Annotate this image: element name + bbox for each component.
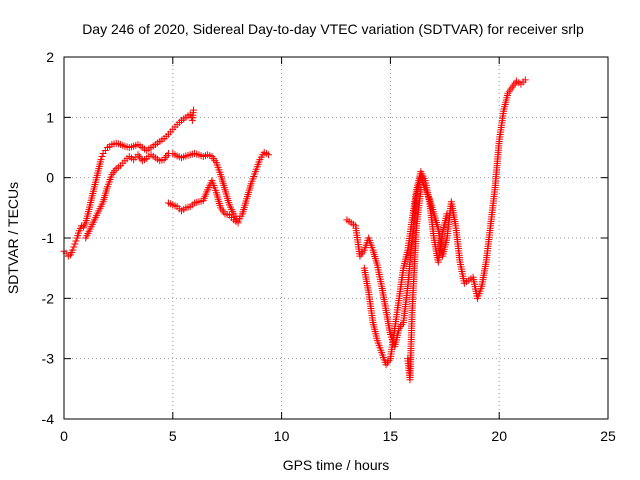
data-point-series-0	[70, 243, 78, 251]
x-axis-label: GPS time / hours	[283, 457, 390, 473]
x-tick-label: 5	[169, 428, 177, 444]
x-tick-label: 20	[491, 428, 507, 444]
y-tick-label: -2	[42, 290, 55, 306]
x-tick-label: 25	[600, 428, 616, 444]
axis-ticks: 0 5 10 15 20 25 -4 -3 -2 -1 0 1 2	[42, 49, 616, 444]
data-point-series-1	[265, 151, 273, 159]
grid-lines	[64, 57, 608, 419]
x-tick-label: 10	[274, 428, 290, 444]
data-point-series-5	[417, 186, 425, 194]
x-tick-label: 0	[60, 428, 68, 444]
data-point-series-4	[443, 210, 451, 218]
y-tick-label: 0	[46, 170, 54, 186]
y-axis-label: SDTVAR / TECUs	[5, 182, 21, 294]
data-point-series-0	[72, 237, 80, 245]
y-tick-label: -4	[42, 411, 55, 427]
y-tick-label: 2	[46, 49, 54, 65]
x-tick-label: 15	[383, 428, 399, 444]
data-point-series-0	[98, 153, 106, 161]
data-point-series-0	[69, 246, 77, 254]
data-point-series-0	[97, 156, 105, 164]
y-tick-label: 1	[46, 109, 54, 125]
data-points	[60, 76, 529, 384]
data-point-series-0	[71, 240, 79, 248]
data-point-series-2	[234, 219, 242, 227]
y-tick-label: -3	[42, 351, 55, 367]
data-point-series-3	[521, 76, 529, 84]
chart-title: Day 246 of 2020, Sidereal Day-to-day VTE…	[82, 21, 584, 37]
y-tick-label: -1	[42, 230, 55, 246]
data-point-series-0	[189, 106, 197, 114]
